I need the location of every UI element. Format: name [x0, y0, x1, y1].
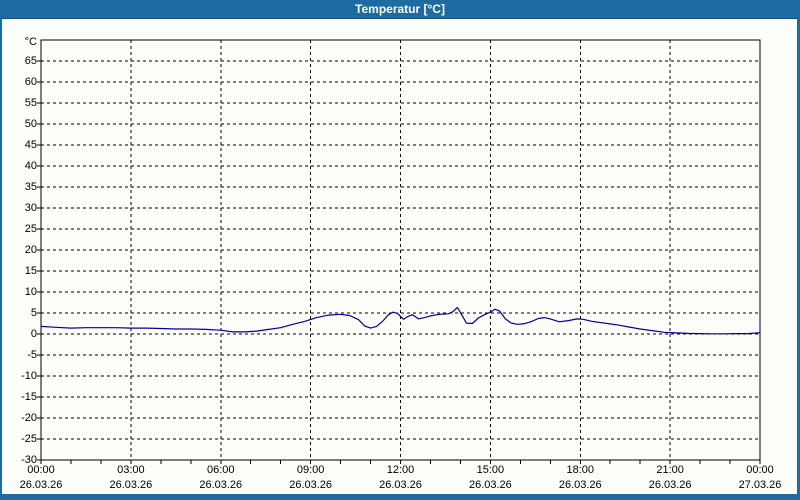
y-tick-label: -25 [21, 433, 37, 445]
x-tick-date-label: 26.03.26 [289, 479, 333, 491]
y-tick-label: 10 [24, 286, 37, 298]
y-tick-label: -30 [21, 454, 37, 466]
y-tick-label: 20 [24, 244, 37, 256]
window-frame-right [797, 0, 800, 500]
y-tick-label: 15 [24, 265, 37, 277]
x-tick-date-label: 26.03.26 [648, 479, 692, 491]
x-tick-date-label: 26.03.26 [468, 479, 512, 491]
y-tick-label: -20 [21, 412, 37, 424]
y-tick-label: 30 [24, 202, 37, 214]
y-tick-label: 60 [24, 76, 37, 88]
y-axis-unit-label: °C [24, 36, 37, 48]
x-tick-time-label: 00:00 [27, 464, 55, 476]
window-titlebar: Temperatur [°C] [0, 0, 800, 19]
y-tick-label: -15 [21, 391, 37, 403]
y-tick-label: -10 [21, 370, 37, 382]
x-tick-time-label: 06:00 [206, 464, 235, 476]
y-tick-label: 5 [30, 307, 37, 319]
y-tick-label: -5 [27, 349, 37, 361]
x-tick-time-label: 21:00 [656, 464, 684, 476]
y-tick-label: 55 [24, 97, 37, 109]
x-tick-date-label: 26.03.26 [199, 479, 243, 491]
y-tick-label: 25 [24, 223, 37, 235]
x-tick-time-label: 15:00 [476, 464, 505, 476]
x-tick-date-label: 26.03.26 [19, 479, 63, 491]
x-tick-date-label: 27.03.26 [738, 479, 782, 491]
x-tick-date-label: 26.03.26 [379, 479, 422, 491]
window-title: Temperatur [°C] [355, 2, 445, 16]
x-tick-date-label: 26.03.26 [558, 479, 602, 491]
x-tick-time-label: 03:00 [117, 464, 145, 476]
y-tick-label: 40 [24, 160, 37, 172]
y-tick-label: 50 [24, 118, 37, 130]
y-tick-label: 35 [24, 181, 37, 193]
window-frame-bottom [0, 494, 800, 500]
x-tick-time-label: 00:00 [746, 464, 774, 476]
window-frame-left [0, 0, 2, 500]
y-tick-label: 65 [24, 55, 37, 67]
x-tick-time-label: 09:00 [296, 464, 325, 476]
x-tick-date-label: 26.03.26 [109, 479, 153, 491]
x-tick-time-label: 12:00 [386, 464, 415, 476]
y-tick-label: 0 [30, 328, 37, 340]
y-tick-label: 45 [24, 139, 37, 151]
x-tick-time-label: 18:00 [566, 464, 595, 476]
temperature-line [40, 306, 761, 335]
